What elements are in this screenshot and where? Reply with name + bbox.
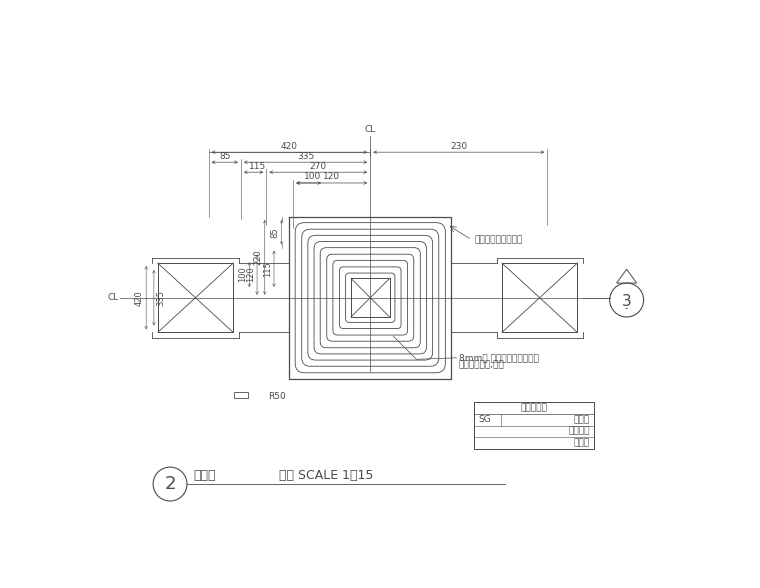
Text: 8mm厘 热镖锥防锈处理方通: 8mm厘 热镖锥防锈处理方通: [459, 353, 539, 362]
Bar: [234, 392, 248, 398]
Text: 按尺寸切割: 按尺寸切割: [521, 403, 547, 412]
Text: 85: 85: [271, 227, 280, 238]
Text: 黄金面: 黄金面: [574, 439, 590, 447]
Text: -: -: [625, 303, 629, 313]
Text: 230: 230: [450, 142, 467, 151]
Text: 335: 335: [297, 152, 314, 161]
Text: 比例 SCALE 1：15: 比例 SCALE 1：15: [280, 469, 374, 482]
Text: 420: 420: [281, 142, 298, 151]
Text: 3: 3: [622, 294, 632, 309]
Text: 420: 420: [135, 290, 144, 306]
Text: 115: 115: [249, 162, 266, 171]
Text: 静电粉末喂涂,黑色: 静电粉末喂涂,黑色: [459, 360, 505, 369]
Text: 100: 100: [238, 267, 247, 282]
Bar: [474, 402, 594, 449]
Text: CL: CL: [107, 293, 119, 302]
Text: 85: 85: [219, 152, 230, 161]
Text: 120: 120: [245, 267, 255, 282]
Text: 270: 270: [310, 162, 327, 171]
Text: CL: CL: [365, 125, 376, 133]
Text: 灯具由专业厂家提供: 灯具由专业厂家提供: [474, 235, 523, 245]
Text: 220: 220: [253, 249, 262, 265]
Text: 花岗石: 花岗石: [574, 415, 590, 425]
Text: R50: R50: [268, 392, 286, 402]
Text: 335: 335: [157, 290, 165, 306]
Text: 115: 115: [263, 261, 271, 277]
Text: 120: 120: [323, 172, 340, 182]
Text: SG: SG: [478, 415, 491, 425]
Text: 平面图: 平面图: [193, 469, 216, 482]
Text: 细芒樣面: 细芒樣面: [568, 427, 590, 436]
Text: 100: 100: [304, 172, 321, 182]
Text: 2: 2: [164, 475, 176, 493]
